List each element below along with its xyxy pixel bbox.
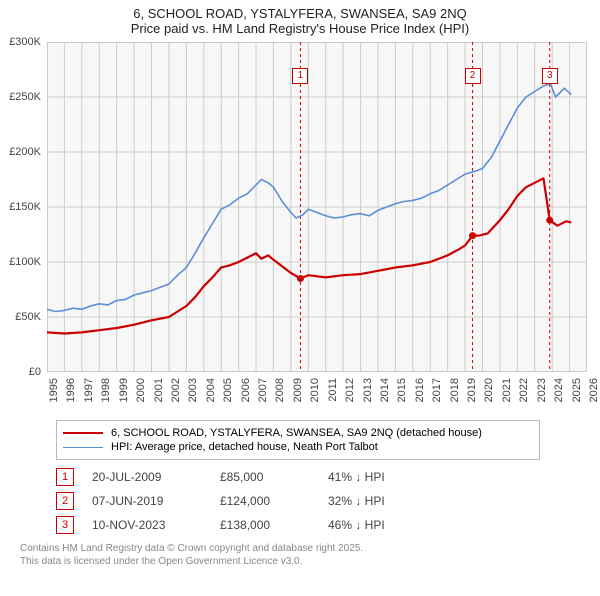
chart-title-subtitle: Price paid vs. HM Land Registry's House … — [0, 21, 600, 36]
x-tick-label: 2018 — [449, 378, 461, 402]
footnote-line2: This data is licensed under the Open Gov… — [20, 555, 600, 568]
x-tick-label: 2002 — [170, 378, 182, 402]
sale-vs-hpi: 41% ↓ HPI — [328, 470, 448, 484]
chart-svg — [47, 42, 587, 372]
x-tick-label: 2026 — [588, 378, 600, 402]
sale-date: 07-JUN-2019 — [92, 494, 202, 508]
sale-price: £85,000 — [220, 470, 310, 484]
legend-row: HPI: Average price, detached house, Neat… — [63, 441, 533, 453]
sale-row: 2 07-JUN-2019 £124,000 32% ↓ HPI — [56, 492, 526, 510]
sale-marker-3: 3 — [542, 68, 558, 84]
x-tick-label: 2001 — [153, 378, 165, 402]
sale-date: 20-JUL-2009 — [92, 470, 202, 484]
x-tick-label: 2017 — [431, 378, 443, 402]
sale-date: 10-NOV-2023 — [92, 518, 202, 532]
legend-row: 6, SCHOOL ROAD, YSTALYFERA, SWANSEA, SA9… — [63, 427, 533, 439]
legend-swatch — [63, 447, 103, 448]
sale-vs-hpi: 46% ↓ HPI — [328, 518, 448, 532]
x-tick-label: 2007 — [257, 378, 269, 402]
x-tick-label: 2025 — [571, 378, 583, 402]
y-tick-label: £150K — [9, 201, 41, 213]
x-tick-label: 2015 — [396, 378, 408, 402]
x-tick-label: 1998 — [100, 378, 112, 402]
sale-marker-icon: 1 — [56, 468, 74, 486]
x-tick-label: 2009 — [292, 378, 304, 402]
x-tick-label: 2004 — [205, 378, 217, 402]
x-tick-label: 1997 — [83, 378, 95, 402]
y-tick-label: £200K — [9, 146, 41, 158]
y-tick-label: £0 — [29, 366, 41, 378]
x-tick-label: 2003 — [187, 378, 199, 402]
x-tick-label: 2022 — [518, 378, 530, 402]
x-tick-label: 1995 — [48, 378, 60, 402]
sale-price: £138,000 — [220, 518, 310, 532]
legend-swatch — [63, 432, 103, 434]
footnote-line1: Contains HM Land Registry data © Crown c… — [20, 542, 600, 555]
sale-marker-icon: 3 — [56, 516, 74, 534]
x-tick-label: 2020 — [483, 378, 495, 402]
x-tick-label: 2000 — [135, 378, 147, 402]
x-tick-label: 2011 — [327, 378, 339, 402]
x-tick-label: 2008 — [274, 378, 286, 402]
y-tick-label: £300K — [9, 36, 41, 48]
x-tick-label: 1999 — [118, 378, 130, 402]
x-tick-label: 2024 — [553, 378, 565, 402]
x-tick-label: 1996 — [65, 378, 77, 402]
x-tick-label: 2023 — [536, 378, 548, 402]
legend: 6, SCHOOL ROAD, YSTALYFERA, SWANSEA, SA9… — [56, 420, 540, 460]
sale-price: £124,000 — [220, 494, 310, 508]
x-tick-label: 2012 — [344, 378, 356, 402]
sale-marker-1: 1 — [292, 68, 308, 84]
sale-marker-icon: 2 — [56, 492, 74, 510]
chart-title-address: 6, SCHOOL ROAD, YSTALYFERA, SWANSEA, SA9… — [0, 6, 600, 21]
x-tick-label: 2021 — [501, 378, 513, 402]
x-tick-label: 2006 — [240, 378, 252, 402]
y-tick-label: £100K — [9, 256, 41, 268]
x-tick-label: 2019 — [466, 378, 478, 402]
sale-vs-hpi: 32% ↓ HPI — [328, 494, 448, 508]
chart-area: £0£50K£100K£150K£200K£250K£300K 19951996… — [47, 42, 587, 372]
x-tick-label: 2005 — [222, 378, 234, 402]
x-tick-label: 2010 — [309, 378, 321, 402]
sale-row: 3 10-NOV-2023 £138,000 46% ↓ HPI — [56, 516, 526, 534]
footnote: Contains HM Land Registry data © Crown c… — [20, 542, 600, 568]
x-tick-label: 2013 — [362, 378, 374, 402]
legend-label: 6, SCHOOL ROAD, YSTALYFERA, SWANSEA, SA9… — [111, 427, 482, 439]
sales-table: 1 20-JUL-2009 £85,000 41% ↓ HPI 2 07-JUN-2019… — [56, 468, 526, 534]
legend-label: HPI: Average price, detached house, Neat… — [111, 441, 378, 453]
y-tick-label: £50K — [15, 311, 41, 323]
y-tick-label: £250K — [9, 91, 41, 103]
sale-row: 1 20-JUL-2009 £85,000 41% ↓ HPI — [56, 468, 526, 486]
sale-marker-2: 2 — [465, 68, 481, 84]
x-tick-label: 2014 — [379, 378, 391, 402]
x-tick-label: 2016 — [414, 378, 426, 402]
